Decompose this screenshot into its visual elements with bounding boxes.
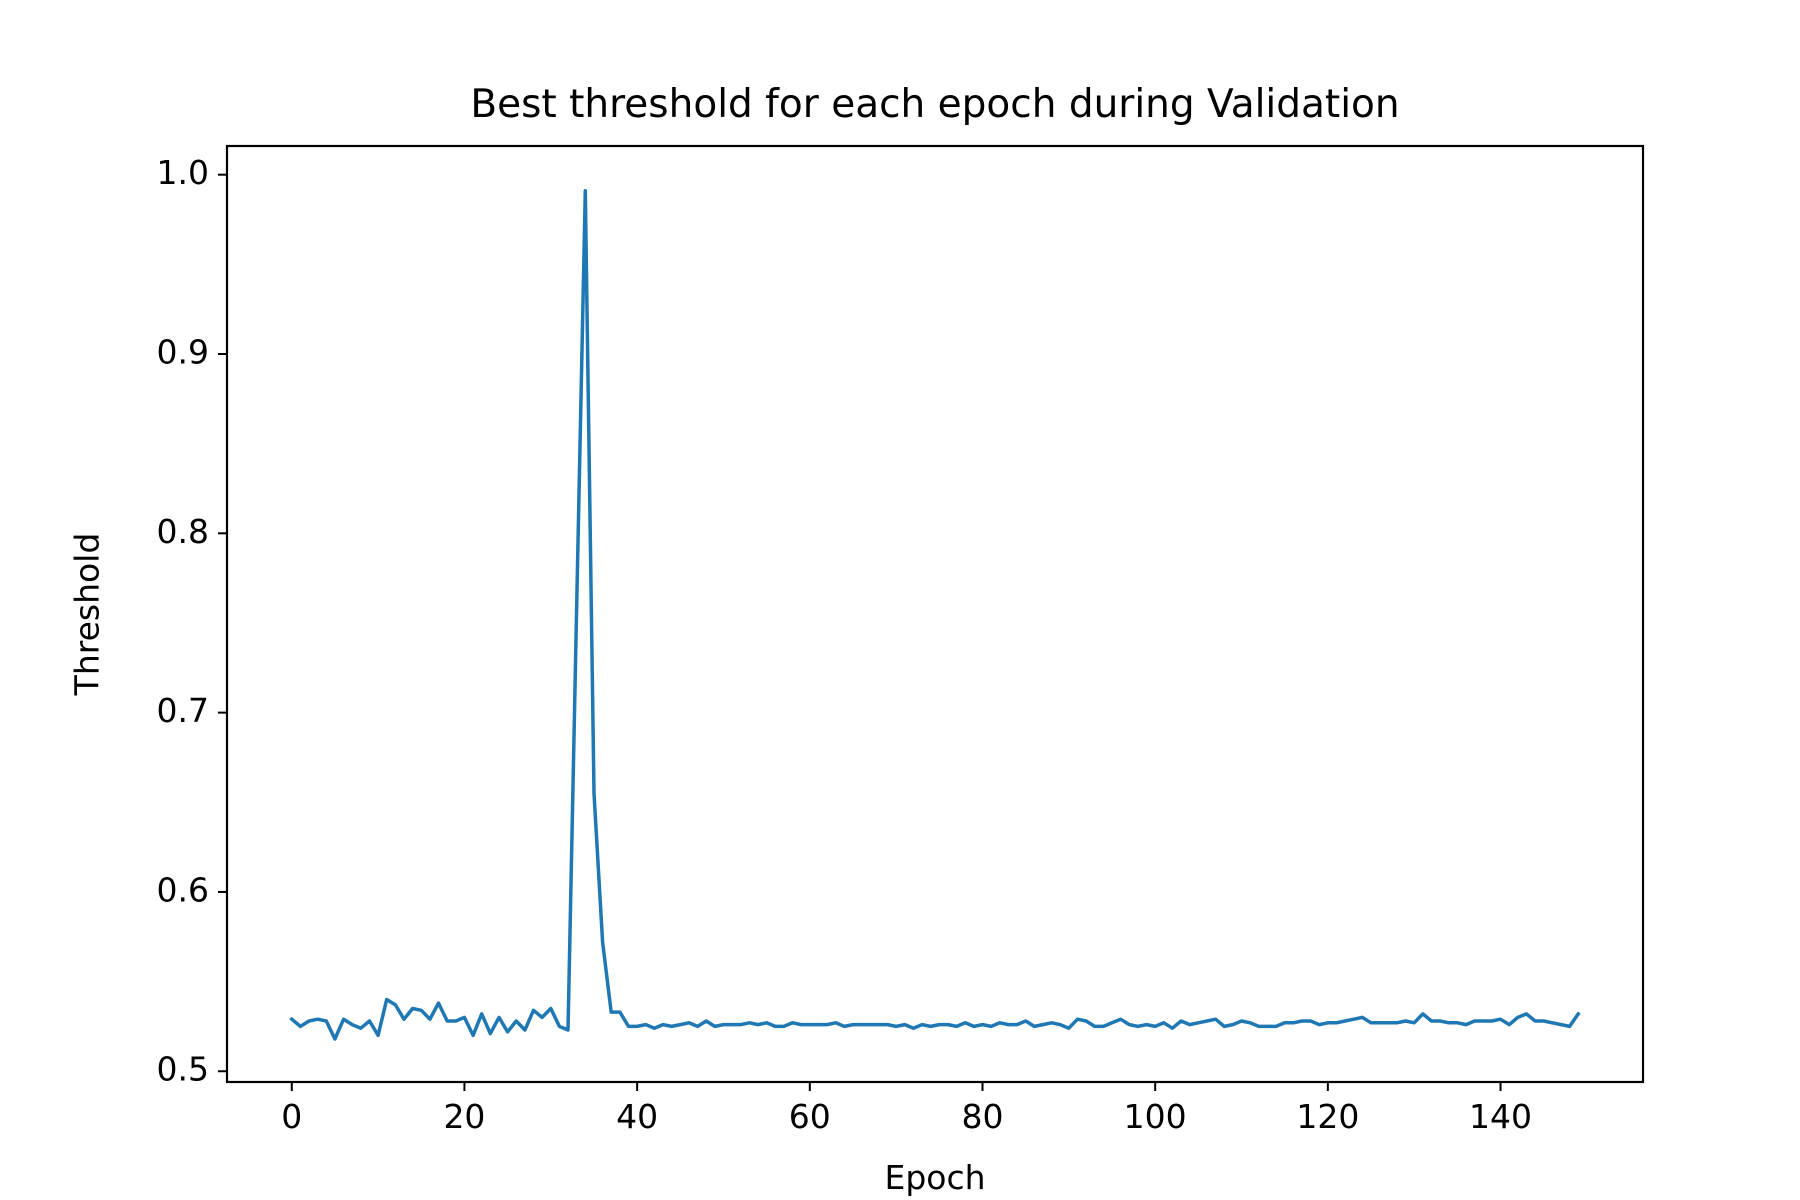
series-line: [289, 189, 1581, 1041]
plot-area: [289, 189, 1581, 1041]
x-tick-label: 0: [281, 1097, 302, 1136]
x-tick-label: 20: [443, 1097, 485, 1136]
x-tick-label: 80: [961, 1097, 1003, 1136]
y-axis-label: Threshold: [68, 533, 107, 697]
y-axis-ticks: 0.5 0.6 0.7 0.8 0.9 1.0: [157, 153, 227, 1089]
x-tick-label: 100: [1124, 1097, 1187, 1136]
x-tick-label: 60: [789, 1097, 831, 1136]
y-tick-label: 0.7: [157, 691, 209, 730]
x-tick-label: 140: [1469, 1097, 1532, 1136]
x-tick-label: 120: [1296, 1097, 1359, 1136]
y-tick-label: 1.0: [157, 153, 209, 192]
axes-frame: [225, 144, 1645, 1084]
x-tick-label: 40: [616, 1097, 658, 1136]
y-tick-label: 0.8: [157, 512, 209, 551]
y-tick-label: 0.9: [157, 333, 209, 372]
y-tick-label: 0.5: [157, 1050, 209, 1089]
x-axis-ticks: 0 20 40 60 80 100 120 140: [281, 1082, 1532, 1136]
y-tick-label: 0.6: [157, 870, 209, 909]
chart-title: Best threshold for each epoch during Val…: [470, 82, 1399, 127]
x-axis-label: Epoch: [884, 1158, 985, 1197]
